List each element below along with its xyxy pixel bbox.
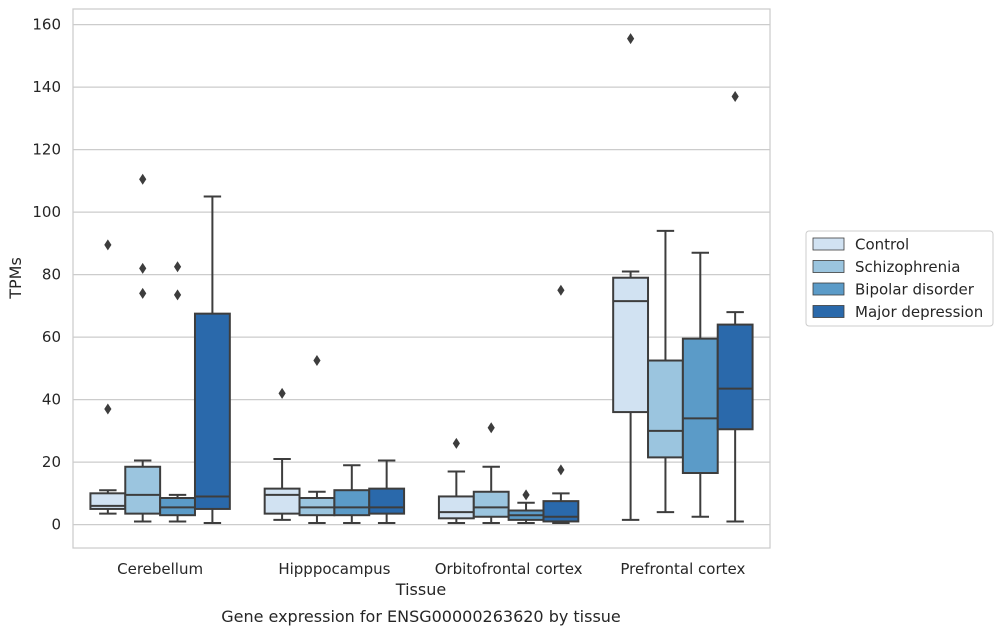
y-tick-label-80: 80: [42, 266, 61, 284]
box-body: [542, 500, 580, 523]
box-1-1: [298, 355, 336, 525]
box-body: [681, 337, 719, 475]
outlier-point: [173, 289, 182, 301]
y-tick-label-20: 20: [42, 453, 61, 471]
box-2-3: [681, 251, 719, 518]
box-body: [437, 495, 475, 520]
legend-swatch: [812, 282, 845, 296]
outlier-point: [278, 387, 286, 399]
box-body: [368, 487, 406, 515]
x-tick-label: Orbitofrontal cortex: [435, 560, 583, 578]
box-2-1: [333, 464, 371, 525]
legend-label: Schizophrenia: [855, 258, 960, 276]
outlier-point: [557, 284, 565, 296]
legend-label: Control: [855, 236, 909, 254]
y-tick-label-120: 120: [32, 141, 61, 159]
box-0-1: [263, 387, 301, 521]
box-body: [716, 323, 754, 431]
outlier-point: [139, 173, 147, 185]
box-body: [333, 489, 371, 517]
box-2-2: [507, 489, 545, 525]
x-tick-label: Hipppocampus: [278, 560, 390, 578]
outlier-point: [452, 437, 460, 449]
plot-frame: [72, 8, 771, 549]
box-1-2: [472, 422, 510, 525]
x-tick-label: Cerebellum: [117, 560, 203, 578]
box-body: [472, 490, 510, 518]
outlier-point: [313, 355, 321, 367]
box-body: [612, 276, 650, 414]
x-tick-labels: Cerebellum Hipppocampus Orbitofrontal cort…: [117, 560, 745, 578]
outlier-point: [139, 287, 147, 299]
x-tick-label: Prefrontal cortex: [620, 560, 745, 578]
legend: Control Schizophrenia Bipolar disorder Majo…: [805, 230, 994, 327]
legend-item: Control: [812, 236, 909, 254]
y-tick-label-100: 100: [32, 203, 61, 221]
outlier-point: [557, 464, 565, 476]
gridlines: [73, 23, 770, 526]
x-axis-label: Tissue: [395, 580, 446, 599]
legend-swatch: [812, 305, 845, 318]
outlier-point: [139, 262, 147, 274]
outlier-point: [487, 422, 495, 434]
legend-swatch: [812, 237, 845, 251]
y-tick-label-140: 140: [32, 78, 61, 96]
y-tick-label-40: 40: [42, 391, 61, 409]
outlier-point: [104, 403, 112, 415]
legend-item: Schizophrenia: [812, 258, 960, 276]
box-body: [193, 312, 231, 510]
box-body: [263, 487, 301, 515]
y-tick-labels: 0 20 40 60 80 100 120 140 160: [32, 16, 61, 534]
legend-item: Bipolar disorder: [812, 281, 975, 299]
box-3-0: [193, 195, 231, 525]
box-3-3: [716, 90, 754, 523]
legend-label: Bipolar disorder: [855, 281, 975, 299]
outlier-point: [627, 33, 635, 45]
legend-label: Major depression: [855, 303, 983, 321]
box-1-3: [647, 229, 684, 514]
box-body: [647, 359, 684, 459]
box-body: [124, 465, 162, 515]
legend-item: Major depression: [812, 303, 983, 321]
legend-frame: [805, 230, 994, 327]
outlier-point: [104, 239, 112, 251]
y-tick-label-60: 60: [42, 328, 61, 346]
box-1-0: [124, 173, 162, 523]
box-3-1: [368, 459, 406, 525]
box-0-2: [437, 437, 475, 525]
box-0-3: [612, 33, 650, 521]
y-tick-label-160: 160: [32, 16, 61, 34]
outlier-point: [173, 261, 182, 273]
outlier-point: [731, 90, 739, 102]
boxes: [89, 33, 754, 525]
y-axis-label: TPMs: [6, 257, 25, 300]
box-3-2: [542, 284, 580, 525]
box-2-0: [159, 261, 196, 523]
y-tick-label-0: 0: [51, 516, 61, 534]
chart-title: Gene expression for ENSG00000263620 by t…: [221, 607, 621, 626]
box-0-0: [89, 239, 127, 515]
legend-swatch: [812, 260, 845, 273]
outlier-point: [522, 489, 530, 501]
